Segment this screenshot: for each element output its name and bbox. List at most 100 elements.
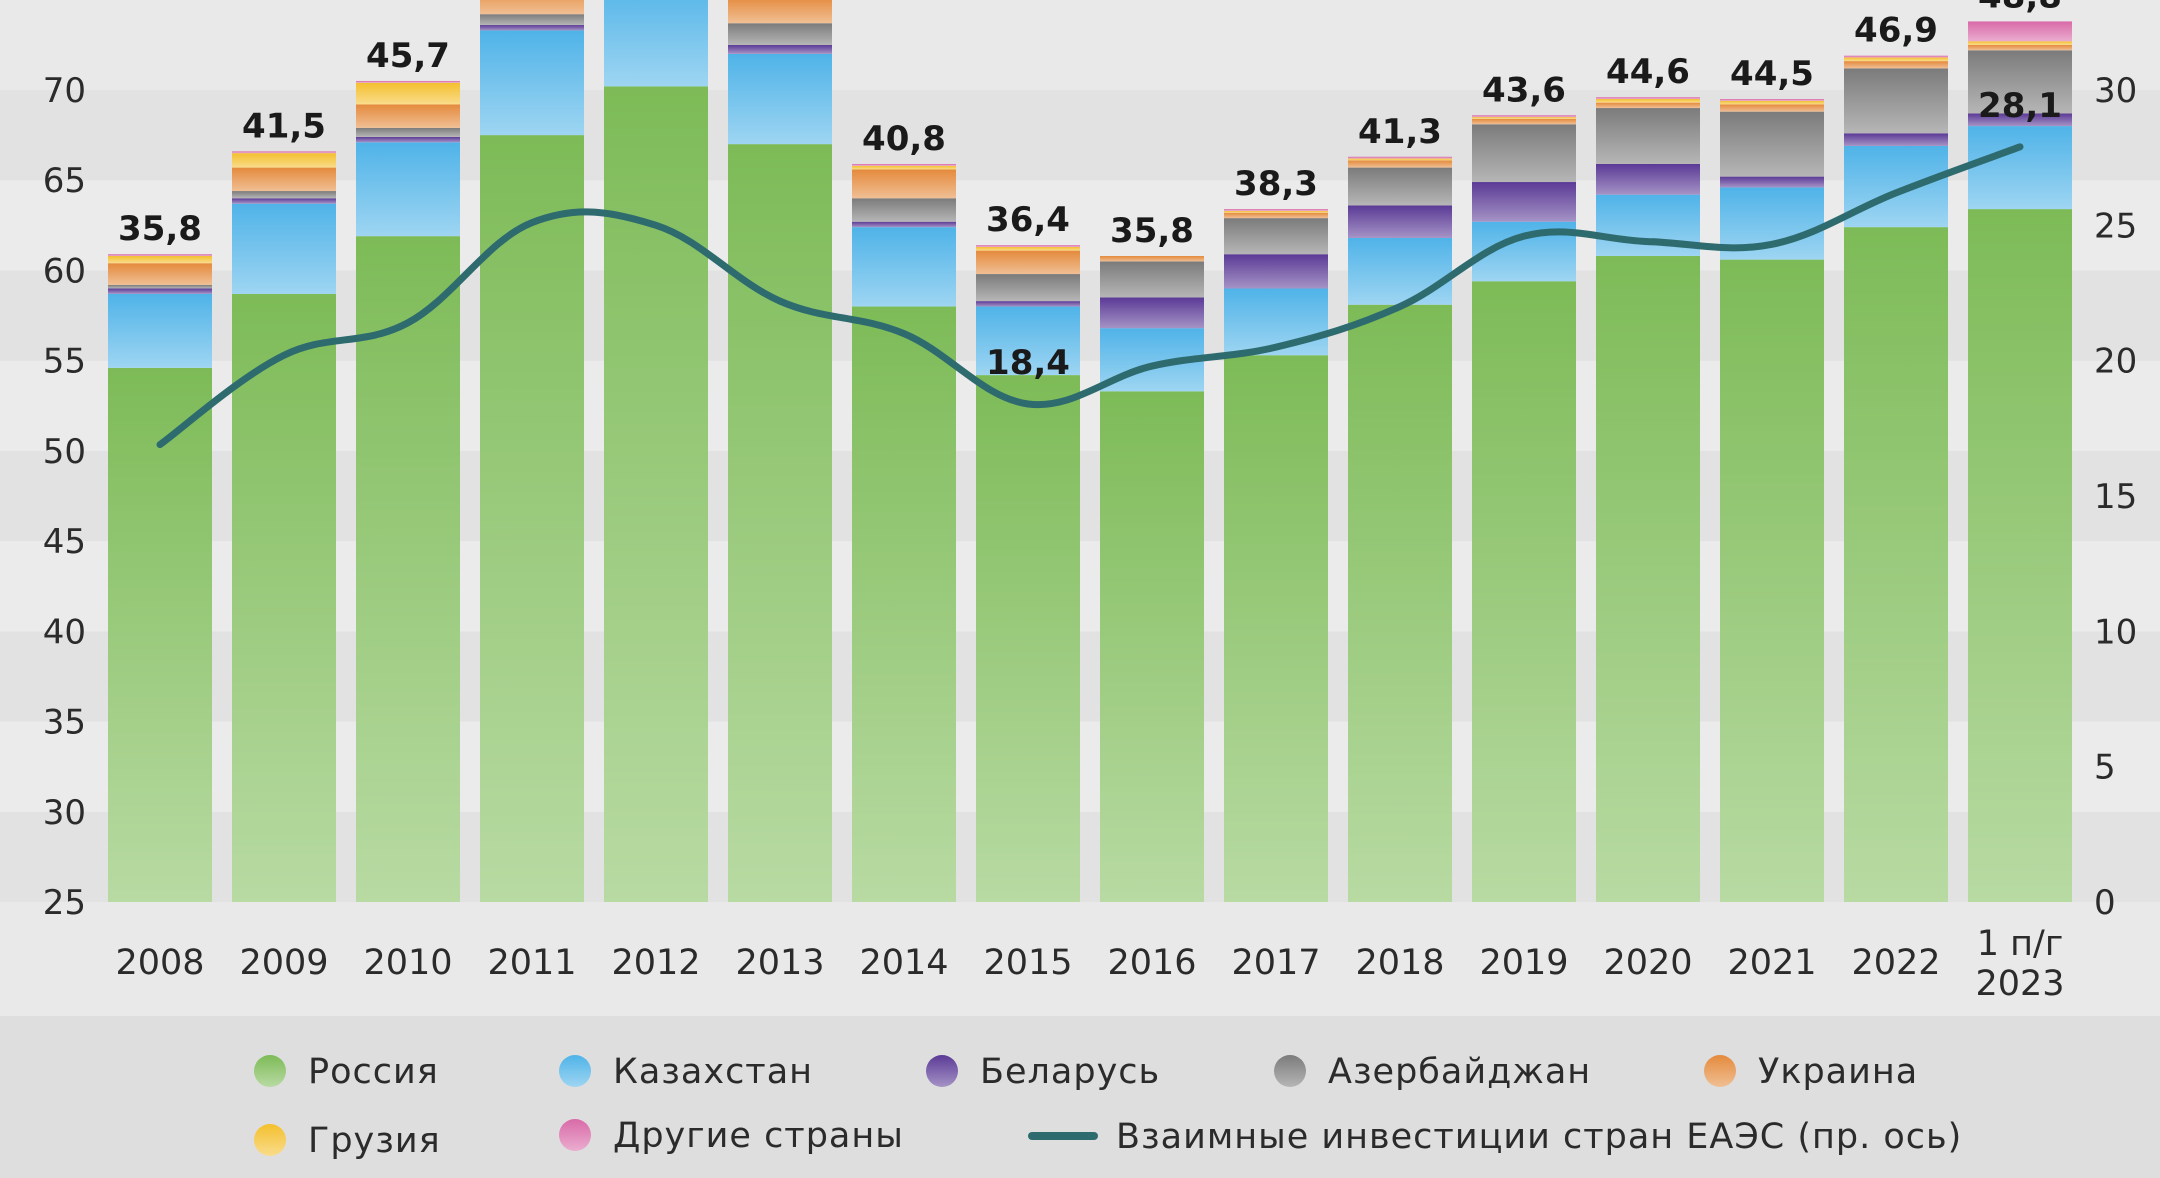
bar-segment-казахстан (480, 30, 584, 136)
bar-segment-казахстан (1348, 237, 1452, 305)
bar-segment-другие-страны (108, 254, 212, 257)
bar-segment-другие-страны (356, 80, 460, 83)
bar-segment-азербайджан (1720, 111, 1824, 177)
bar-segment-россия (728, 144, 832, 903)
bar-segment-другие-страны (1720, 99, 1824, 101)
legend-label: Азербайджан (1328, 1052, 1591, 1092)
bar-segment-россия (1968, 209, 2072, 903)
bar-segment-украина (1596, 102, 1700, 109)
y2-tick-label: 15 (2094, 477, 2137, 517)
line-value-label: 18,4 (986, 343, 1070, 383)
y-tick-label: 40 (43, 612, 86, 652)
bar-segment-казахстан (356, 142, 460, 237)
bar-segment-грузия (1224, 210, 1328, 213)
legend-marker (926, 1055, 958, 1087)
bar-segment-другие-страны (852, 163, 956, 166)
legend-marker (559, 1055, 591, 1087)
x-tick-label: 2022 (1851, 943, 1940, 983)
total-label: 43,6 (1482, 70, 1566, 110)
legend-background (0, 1016, 2160, 1178)
legend-item: Другие страны (559, 1116, 904, 1156)
bar-segment-беларусь (1720, 176, 1824, 188)
x-tick-label: 2021 (1727, 943, 1816, 983)
y-tick-label: 25 (43, 883, 86, 923)
y-tick-label: 50 (43, 432, 86, 472)
legend-line-label: Взаимные инвестиции стран ЕАЭС (пр. ось) (1116, 1117, 1962, 1157)
x-tick-label: 2018 (1355, 943, 1444, 983)
bar-segment-беларусь (728, 44, 832, 54)
legend-item: Украина (1704, 1052, 1917, 1092)
bars (108, 0, 2072, 903)
bar-segment-беларусь (108, 288, 212, 294)
bar-segment-азербайджан (852, 198, 956, 222)
bar-segment-азербайджан (480, 14, 584, 26)
bar-segment-украина (1720, 104, 1824, 112)
bar-segment-украина (976, 250, 1080, 275)
bar-segment-россия (108, 367, 212, 903)
bar-segment-грузия (1596, 99, 1700, 103)
bar-segment-беларусь (480, 25, 584, 31)
bar-segment-другие-страны (1348, 156, 1452, 159)
bar-segment-беларусь (1224, 254, 1328, 289)
x-tick-label: 2014 (859, 943, 948, 983)
x-tick-label: 2011 (487, 943, 576, 983)
x-tick-label: 2013 (735, 943, 824, 983)
bar-segment-грузия (1348, 158, 1452, 161)
legend-item: Казахстан (559, 1052, 812, 1092)
axes: 25 30 35 40 45 50 55 60 65 70 0 5 10 15 20 25 30 2008 2009… (43, 71, 2138, 1004)
bar-segment-казахстан (852, 227, 956, 307)
x-tick-label: 2008 (115, 943, 204, 983)
bar-segment-россия (232, 293, 336, 902)
bar-segment-грузия (1472, 117, 1576, 119)
total-label: 45,7 (366, 36, 450, 76)
legend-item: Грузия (254, 1121, 441, 1161)
y2-tick-label: 10 (2094, 612, 2137, 652)
legend-label: Грузия (308, 1121, 441, 1161)
y-tick-label: 55 (43, 342, 86, 382)
legend-marker (559, 1119, 591, 1151)
y2-tick-label: 20 (2094, 342, 2137, 382)
legend-label: Другие страны (613, 1116, 904, 1156)
bar-segment-грузия (232, 153, 336, 168)
line-value-label: 28,1 (1978, 86, 2062, 126)
bar-segment-россия (356, 236, 460, 902)
bar-segment-беларусь (976, 301, 1080, 307)
bar-segment-беларусь (1596, 163, 1700, 195)
line-series (156, 143, 2024, 449)
bar-segment-грузия (852, 165, 956, 170)
bar-segment-россия (1596, 256, 1700, 902)
bar-segment-азербайджан (356, 127, 460, 137)
bar-segment-казахстан (728, 53, 832, 145)
total-label: 46,9 (1854, 11, 1938, 51)
bar-segment-азербайджан (1100, 261, 1204, 298)
legend-item: Азербайджан (1274, 1052, 1591, 1092)
bar-segment-азербайджан (1348, 167, 1452, 206)
legend-marker (1274, 1055, 1306, 1087)
bar-segment-беларусь (1968, 113, 2072, 127)
bar-segment-другие-страны (976, 245, 1080, 247)
x-tick-label: 2012 (611, 943, 700, 983)
bar-segment-россия (1348, 304, 1452, 902)
bar-segment-азербайджан (1596, 108, 1700, 164)
total-label: 44,5 (1730, 54, 1814, 94)
y-tick-label: 45 (43, 522, 86, 562)
x-tick-label: 2020 (1603, 943, 1692, 983)
y2-tick-label: 30 (2094, 71, 2137, 111)
bar-segment-азербайджан (728, 23, 832, 45)
bar-segment-россия (1472, 281, 1576, 902)
bar-segment-казахстан (1844, 145, 1948, 228)
bar-segment-россия (976, 375, 1080, 902)
y-tick-label: 30 (43, 793, 86, 833)
bar-segment-беларусь (356, 136, 460, 143)
bar-segment-казахстан (976, 306, 1080, 376)
x-tick-label: 2017 (1231, 943, 1320, 983)
legend-marker (1704, 1055, 1736, 1087)
bar-segment-беларусь (232, 198, 336, 204)
bar-segment-грузия (1720, 100, 1824, 105)
bar-segment-грузия (108, 256, 212, 264)
y2-tick-label: 25 (2094, 206, 2137, 246)
bar-segment-другие-страны (232, 151, 336, 154)
bar-segment-украина (1844, 61, 1948, 69)
bar-segment-россия (1844, 227, 1948, 903)
